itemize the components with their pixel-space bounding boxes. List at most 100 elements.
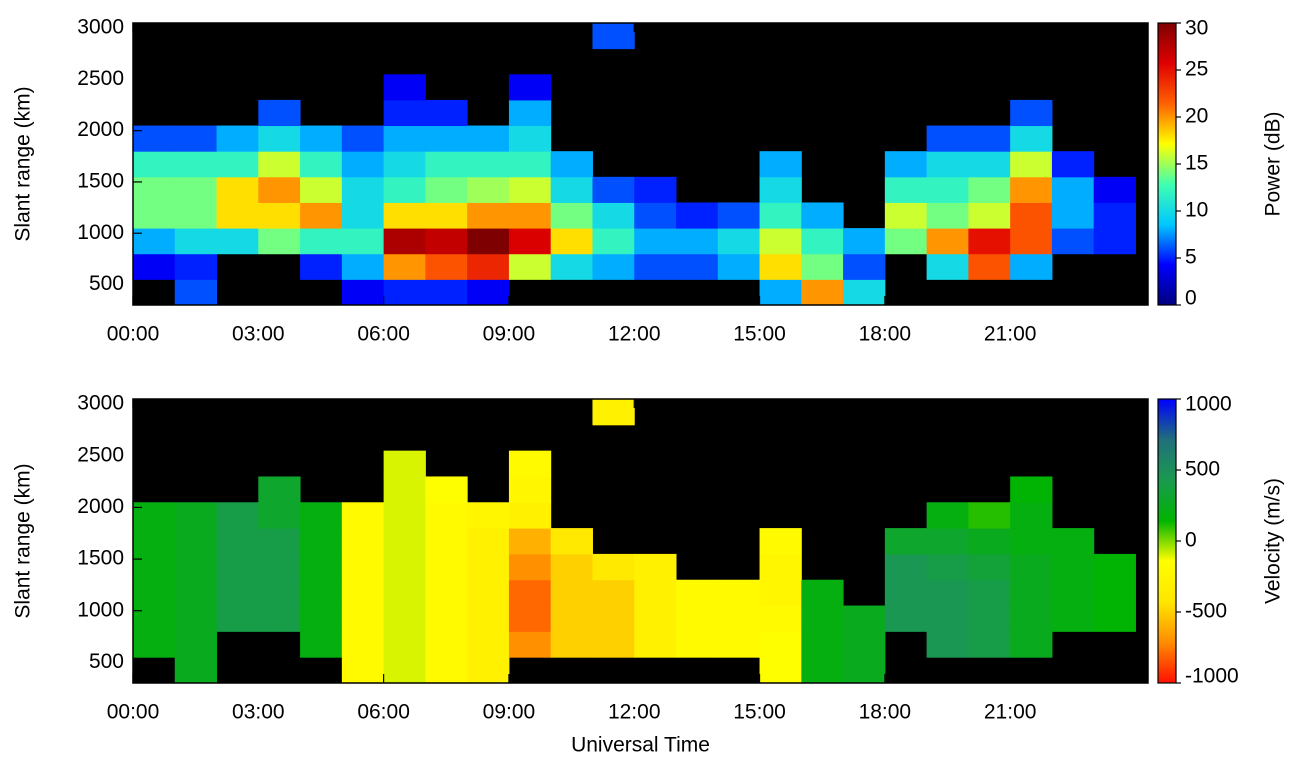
y-tick-label: 3000 [77,16,124,39]
heatmap-cell [425,476,468,503]
heatmap-cell [300,502,343,529]
colorbar-tick-label: -1000 [1185,665,1239,688]
heatmap-cell [216,151,259,178]
heatmap-cell [383,279,426,306]
heatmap-cell [592,579,635,607]
heatmap-cell [341,657,385,684]
heatmap-cell [592,253,635,280]
colorbar-tick-label: 20 [1185,105,1208,128]
heatmap-cell [300,605,343,632]
y-tick-label: 3000 [77,392,124,415]
heatmap-cell [383,151,426,178]
heatmap-cell [467,631,510,658]
heatmap-cell [300,528,343,555]
heatmap-cell [300,202,343,229]
heatmap-cell [258,605,301,632]
heatmap-cell [133,253,176,280]
heatmap-cell [717,202,761,229]
heatmap-cell [174,279,218,306]
heatmap-cell [258,553,301,581]
heatmap-cell [968,202,1011,229]
heatmap-cell [592,553,635,581]
heatmap-cell [300,631,343,658]
heatmap-cell [383,553,426,581]
heatmap-cell [383,228,426,255]
heatmap-cell [508,579,552,607]
heatmap-cell [258,528,301,555]
colorbar-tick-label: 1000 [1185,393,1232,416]
heatmap-cell [258,476,301,503]
colorbar [1157,22,1177,306]
heatmap-cell [634,228,677,255]
heatmap-cell [133,202,176,229]
heatmap-cell [425,228,468,255]
heatmap-cell [592,399,635,426]
heatmap-cell [216,202,259,229]
heatmap-cell [341,151,385,178]
heatmap-cell [133,151,176,178]
heatmap-cell [884,553,928,581]
heatmap-cell [926,502,969,529]
heatmap-cell [174,253,218,280]
heatmap-cell [425,502,468,529]
heatmap-cell [884,202,928,229]
heatmap-cell [174,631,218,658]
heatmap-cell [258,579,301,607]
heatmap-cell [341,502,385,529]
heatmap-cell [968,605,1011,632]
heatmap-cell [843,631,886,658]
y-axis-label: Slant range (km) [12,463,35,618]
heatmap-cell [676,228,719,255]
heatmap-cell [383,528,426,555]
x-tick-label: 18:00 [859,323,912,346]
colorbar-tick-label: 0 [1185,287,1197,310]
heatmap-cell [341,605,385,632]
heatmap-cell [634,176,677,203]
heatmap-cell [801,253,844,280]
heatmap-cell [1051,553,1095,581]
heatmap-cell [1010,176,1053,203]
heatmap-cell [216,528,259,555]
heatmap-cell [216,605,259,632]
heatmap-cell [300,579,343,607]
x-tick-label: 12:00 [608,701,661,724]
heatmap-cell [508,476,552,503]
heatmap-cell [1010,476,1053,503]
heatmap-cell [425,631,468,658]
heatmap-cell [174,605,218,632]
x-tick-label: 15:00 [733,323,786,346]
colorbar-tick-label: 15 [1185,152,1208,175]
heatmap-cell [843,279,886,306]
heatmap-cell [508,74,552,101]
heatmap-cell [1051,228,1095,255]
x-tick-label: 21:00 [984,701,1037,724]
heatmap-cell [676,202,719,229]
heatmap-cell [550,176,593,203]
heatmap-cell [1051,202,1095,229]
heatmap-cell [383,74,426,101]
heatmap-cell [174,553,218,581]
heatmap-cell [1051,605,1095,632]
heatmap-cell [425,176,468,203]
heatmap-cell [968,228,1011,255]
y-tick-label: 1500 [77,547,124,570]
heatmap-cell [383,176,426,203]
heatmap-cell [216,228,259,255]
heatmap-cell [174,202,218,229]
heatmap-cell [425,279,468,306]
heatmap-cell [1051,176,1095,203]
heatmap-cell [968,502,1011,529]
heatmap-cell [467,279,510,306]
heatmap-cell [425,151,468,178]
heatmap-cell [1010,228,1053,255]
heatmap-cell [926,176,969,203]
heatmap-cell [174,125,218,152]
x-tick-label: 09:00 [483,323,536,346]
heatmap-cell [926,125,969,152]
heatmap-cell [425,528,468,555]
heatmap-cell [717,228,761,255]
heatmap-cell [300,125,343,152]
heatmap-cell [884,605,928,632]
x-tick-label: 03:00 [232,701,285,724]
